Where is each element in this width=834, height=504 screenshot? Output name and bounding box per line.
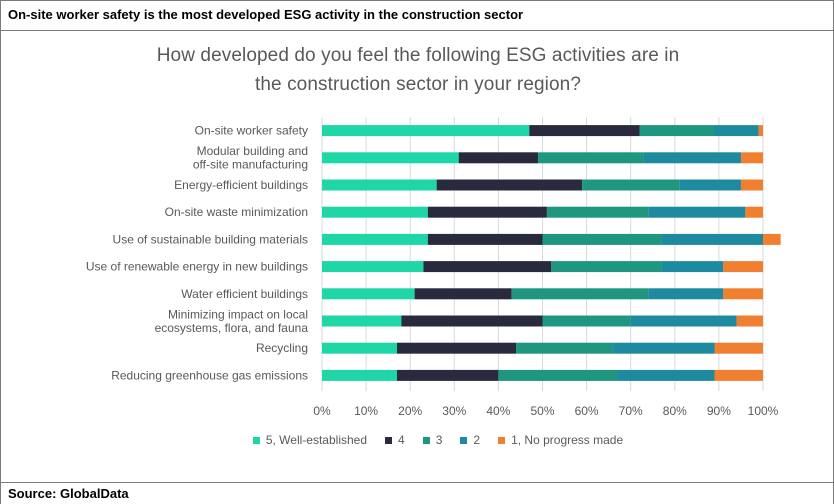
bar-segment [322,179,437,191]
bar-segment [714,125,759,137]
bar-segment [551,261,662,273]
bar-segment [679,179,741,191]
x-tick-label: 70% [619,404,643,418]
bar-segment [736,315,763,327]
x-tick-label: 90% [707,404,731,418]
bar-segment [427,206,547,218]
bar-segment [322,233,428,245]
legend-label: 5, Well-established [265,433,368,447]
category-label: Water efficient buildings [181,287,308,301]
bar-segment [396,342,517,354]
x-tick-label: 100% [748,404,779,418]
bar-segment [661,261,724,273]
bar-segment [322,206,428,218]
bar-segment [613,342,715,354]
bar-segment [322,315,402,327]
bar-segment [322,288,415,300]
legend-swatch [385,436,393,444]
bar-segment [714,342,763,354]
footer-source: Source: GlobalData [8,486,129,501]
x-tick-label: 20% [398,404,422,418]
bar-segment [427,233,543,245]
bar-segment [643,152,741,164]
footer-bar: Source: GlobalData [1,482,833,504]
category-label: Modular building and [197,144,308,158]
bar-segment [740,179,763,191]
bar-segment [648,206,746,218]
legend-swatch [460,436,468,444]
bar-segment [516,342,614,354]
bar-segment [322,152,459,164]
legend-label: 3 [435,433,443,447]
header-title: On-site worker safety is the most develo… [8,7,524,22]
bar-segment [511,288,649,300]
legend-item: 5, Well-established [252,433,368,447]
bar-segment [758,125,763,137]
chart-title: How developed do you feel the following … [1,41,834,99]
legend-swatch [252,436,260,444]
bar-chart: 0% 10% 20% 30% 40% 50% 60% 70% 80% 90% 100% On-site… [86,117,781,418]
category-label: Minimizing impact on local [168,307,308,321]
category-label: Reducing greenhouse gas emissions [111,368,308,382]
category-label: ecosystems, flora, and fauna [155,321,309,335]
x-tick-label: 10% [354,404,378,418]
legend-item: 3 [422,433,443,447]
bar-segment [322,369,397,381]
x-tick-label: 40% [486,404,510,418]
legend-item: 2 [460,433,480,447]
bar-segment [714,369,763,381]
bar-segment [322,342,397,354]
bar-segment [542,315,631,327]
bar-segment [630,315,737,327]
legend-swatch [422,436,430,444]
category-label: Recycling [256,341,308,355]
x-tick-label: 80% [663,404,687,418]
x-tick-label: 0% [313,404,331,418]
chart-title-line-2: the construction sector in your region? [254,74,582,95]
bar-segment [745,206,763,218]
x-tick-label: 60% [575,404,599,418]
bar-segment [546,206,649,218]
bar-segment [542,233,662,245]
chart-title-line-1: How developed do you feel the following … [156,45,680,66]
x-tick-label: 30% [442,404,466,418]
x-tick-label: 50% [530,404,554,418]
bar-segment [723,261,763,273]
chart-legend: 5, Well-established 4 3 2 1, No progress mad… [1,433,834,447]
bar-segment [423,261,552,273]
bar-segment [458,152,539,164]
bar-segment [582,179,680,191]
category-label: Use of sustainable building materials [113,232,308,246]
category-label: Energy-efficient buildings [174,178,308,192]
legend-item: 1, No progress made [498,433,623,447]
legend-label: 4 [398,433,405,447]
bar-segment [529,125,640,137]
category-label: On-site waste minimization [165,205,308,219]
bar-segment [436,179,583,191]
bar-segment [617,369,715,381]
bar-segment [401,315,543,327]
bar-segment [322,261,424,273]
category-label: On-site worker safety [195,124,308,138]
bar-segment [648,288,724,300]
header-bar: On-site worker safety is the most develo… [1,1,833,31]
bar-segment [396,369,499,381]
bar-segment [723,288,763,300]
category-label: Use of renewable energy in new buildings [86,260,308,274]
bar-segment [498,369,618,381]
bar-segment [763,233,781,245]
legend-label: 1, No progress made [511,433,624,447]
legend-item: 4 [385,433,405,447]
category-label: off-site manufacturing [193,158,308,172]
legend-label: 2 [473,433,481,447]
bar-segment [661,233,763,245]
bar-segment [740,152,763,164]
bar-segment [639,125,715,137]
legend-swatch [498,436,506,444]
bar-segment [322,125,530,137]
bar-segment [414,288,512,300]
bar-segment [538,152,644,164]
